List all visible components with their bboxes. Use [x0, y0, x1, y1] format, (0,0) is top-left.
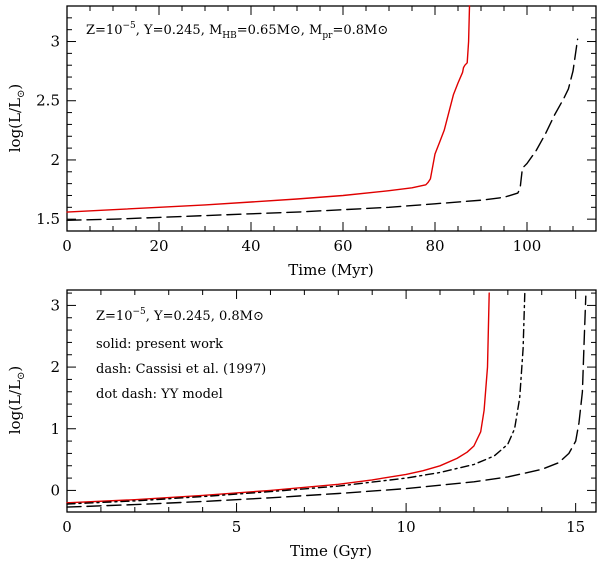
top-annotation: Z=10−5, Y=0.245, MHB=0.65M⊙, Mpr=0.8M⊙ — [86, 21, 388, 41]
bottom-y-tick-label: 1 — [50, 420, 60, 438]
top-annotation-mpr-val: =0.8M⊙ — [332, 23, 388, 38]
top-y-tick-label: 2.5 — [36, 92, 60, 110]
top-x-tick-label: 0 — [62, 237, 72, 255]
bottom-y-tick-label: 0 — [50, 481, 60, 499]
bottom-series-group — [66, 292, 587, 508]
bottom-x-tick-label: 15 — [566, 518, 585, 536]
legend-dotdash: dot dash: YY model — [96, 387, 223, 402]
top-panel: 0 20 40 60 80 100 1.5 2 2.5 3 log(L/L⊙) Time (Myr… — [6, 5, 597, 279]
top-plot-frame — [66, 5, 597, 232]
bottom-annotation-line1: Z=10−5, Y=0.245, 0.8M⊙ — [96, 307, 264, 324]
top-annotation-mhb-sub: HB — [222, 31, 237, 41]
legend-solid: solid: present work — [96, 337, 223, 352]
bottom-x-tick-label: 10 — [397, 518, 416, 536]
bottom-series-solid-line — [66, 292, 490, 504]
top-annotation-mpr-sub: pr — [322, 31, 333, 41]
top-y-axis-label: log(L/L⊙) — [6, 84, 27, 153]
top-ticks: 0 20 40 60 80 100 1.5 2 2.5 3 — [36, 5, 597, 255]
bottom-x-axis-label: Time (Gyr) — [290, 542, 372, 560]
bottom-plot-frame — [66, 289, 597, 513]
top-series-solid-line — [66, 5, 471, 213]
top-x-tick-label: 100 — [513, 237, 542, 255]
top-y-tick-label: 1.5 — [36, 210, 60, 228]
bottom-y-tick-label: 3 — [50, 296, 60, 314]
bottom-series-dash-line — [66, 295, 587, 508]
bottom-series-dotdash-line — [66, 292, 526, 505]
top-y-tick-label: 2 — [50, 151, 60, 169]
top-x-axis-label: Time (Myr) — [288, 261, 373, 279]
top-x-tick-label: 60 — [333, 237, 352, 255]
bottom-x-tick-label: 5 — [232, 518, 242, 536]
top-x-tick-label: 20 — [149, 237, 168, 255]
top-series-group — [66, 5, 579, 222]
top-x-tick-label: 40 — [241, 237, 260, 255]
bottom-y-axis-label: log(L/L⊙) — [6, 366, 27, 435]
bottom-x-tick-label: 0 — [62, 518, 72, 536]
bottom-y-tick-label: 2 — [50, 358, 60, 376]
top-y-tick-label: 3 — [50, 33, 60, 51]
top-annotation-mhb-val: =0.65M⊙, M — [237, 23, 323, 38]
bottom-panel: 0 5 10 15 0 1 2 3 log(L/L⊙) Time (Gyr) Z=10−5, … — [6, 289, 597, 560]
top-x-tick-label: 80 — [425, 237, 444, 255]
top-series-dash-line — [66, 38, 579, 222]
legend-dash: dash: Cassisi et al. (1997) — [96, 362, 266, 377]
bottom-ticks: 0 5 10 15 0 1 2 3 — [50, 290, 596, 536]
